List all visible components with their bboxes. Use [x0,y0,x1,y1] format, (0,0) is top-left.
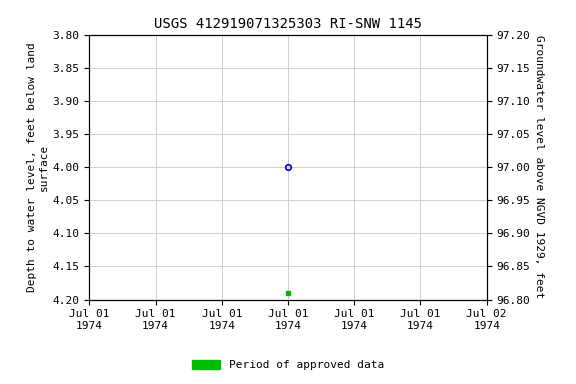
Title: USGS 412919071325303 RI-SNW 1145: USGS 412919071325303 RI-SNW 1145 [154,17,422,31]
Y-axis label: Groundwater level above NGVD 1929, feet: Groundwater level above NGVD 1929, feet [535,35,544,299]
Y-axis label: Depth to water level, feet below land
surface: Depth to water level, feet below land su… [27,42,48,292]
Legend: Period of approved data: Period of approved data [188,356,388,375]
